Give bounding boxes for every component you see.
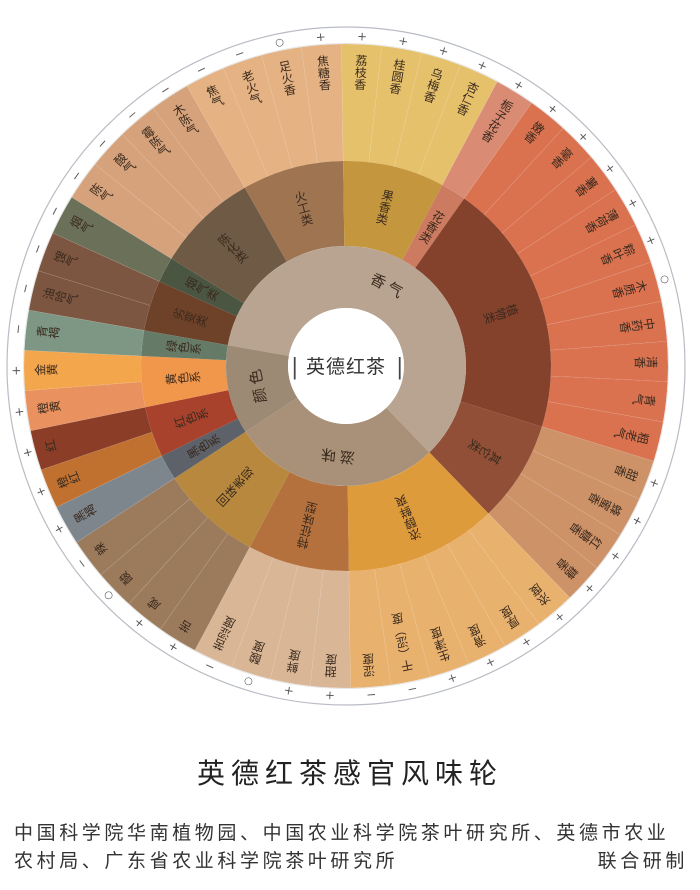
intensity-mark: + bbox=[437, 43, 451, 59]
intensity-mark: + bbox=[283, 683, 295, 699]
intensity-mark: − bbox=[11, 323, 26, 335]
group-label: 黄色系 bbox=[164, 370, 201, 387]
group-segment bbox=[140, 355, 229, 408]
group-segment bbox=[159, 258, 244, 317]
intensity-mark: ○ bbox=[243, 675, 255, 688]
leaf-label: 荔枝香 bbox=[352, 54, 368, 92]
intensity-mark: + bbox=[315, 30, 326, 45]
leaf-label: 桂圆香 bbox=[387, 56, 407, 96]
group-segment bbox=[347, 452, 489, 571]
center-bar-left: | bbox=[291, 355, 298, 380]
category-segment bbox=[245, 397, 430, 487]
leaf-label: 清香 bbox=[633, 355, 658, 369]
group-segment bbox=[171, 187, 287, 304]
category-label: 滋味 bbox=[316, 444, 356, 466]
leaf-label: 甜度 bbox=[324, 653, 339, 678]
group-segment bbox=[174, 431, 290, 548]
center-bar-right: | bbox=[396, 355, 403, 380]
group-segment bbox=[244, 161, 345, 262]
intensity-mark: − bbox=[406, 681, 419, 697]
group-segment bbox=[429, 401, 542, 514]
intensity-mark: ○ bbox=[658, 274, 671, 285]
intensity-mark: ○ bbox=[274, 36, 285, 49]
intensity-mark: − bbox=[17, 282, 33, 295]
leaf-label: 青气 bbox=[631, 391, 657, 408]
intensity-mark: + bbox=[325, 688, 336, 702]
category-segment bbox=[226, 345, 298, 432]
leaf-label: 鲜度 bbox=[285, 648, 303, 674]
leaf-label: 青褐 bbox=[35, 324, 61, 341]
intensity-mark: + bbox=[19, 446, 35, 459]
leaf-label: 红 bbox=[42, 438, 59, 455]
category-segment bbox=[227, 246, 466, 453]
group-segment bbox=[402, 184, 465, 268]
leaf-label: 橙黄 bbox=[35, 399, 63, 416]
intensity-mark: + bbox=[643, 233, 660, 248]
wheel-title: 英德红茶感官风味轮 bbox=[196, 757, 503, 790]
intensity-mark: − bbox=[366, 688, 377, 703]
group-segment bbox=[161, 418, 246, 479]
group-segment bbox=[249, 471, 349, 571]
leaf-label: 金黄 bbox=[32, 363, 58, 377]
credits-line-2: 农村局、广东省农业科学院茶叶研究所 bbox=[14, 850, 399, 872]
leaf-label: 涩度 bbox=[361, 653, 377, 679]
leaf-label: 焦糖香 bbox=[315, 54, 332, 92]
group-segment bbox=[145, 390, 239, 456]
group-segment bbox=[144, 281, 237, 346]
center-label: 英德红茶 bbox=[306, 356, 386, 378]
leaf-label: 中药香 bbox=[618, 315, 658, 334]
credits-line-1: 中国科学院华南植物园、中国农业科学院茶叶研究所、英德市农业 bbox=[14, 822, 670, 844]
group-label: 绿色系 bbox=[163, 339, 202, 357]
intensity-mark: + bbox=[33, 484, 50, 499]
intensity-mark: + bbox=[9, 365, 23, 375]
group-segment bbox=[343, 161, 443, 261]
intensity-mark: + bbox=[445, 670, 459, 686]
group-segment bbox=[141, 330, 228, 361]
intensity-mark: − bbox=[29, 242, 46, 256]
intensity-mark: + bbox=[397, 33, 409, 49]
leaf-ring-edge bbox=[23, 43, 669, 689]
intensity-mark: + bbox=[12, 406, 27, 418]
group-segment bbox=[415, 198, 552, 427]
intensity-mark: + bbox=[357, 29, 368, 43]
center-disc bbox=[288, 308, 404, 424]
intensity-mark: + bbox=[646, 476, 663, 490]
joint-development-label: 联合研制 bbox=[597, 850, 688, 872]
intensity-mark: − bbox=[233, 45, 247, 61]
